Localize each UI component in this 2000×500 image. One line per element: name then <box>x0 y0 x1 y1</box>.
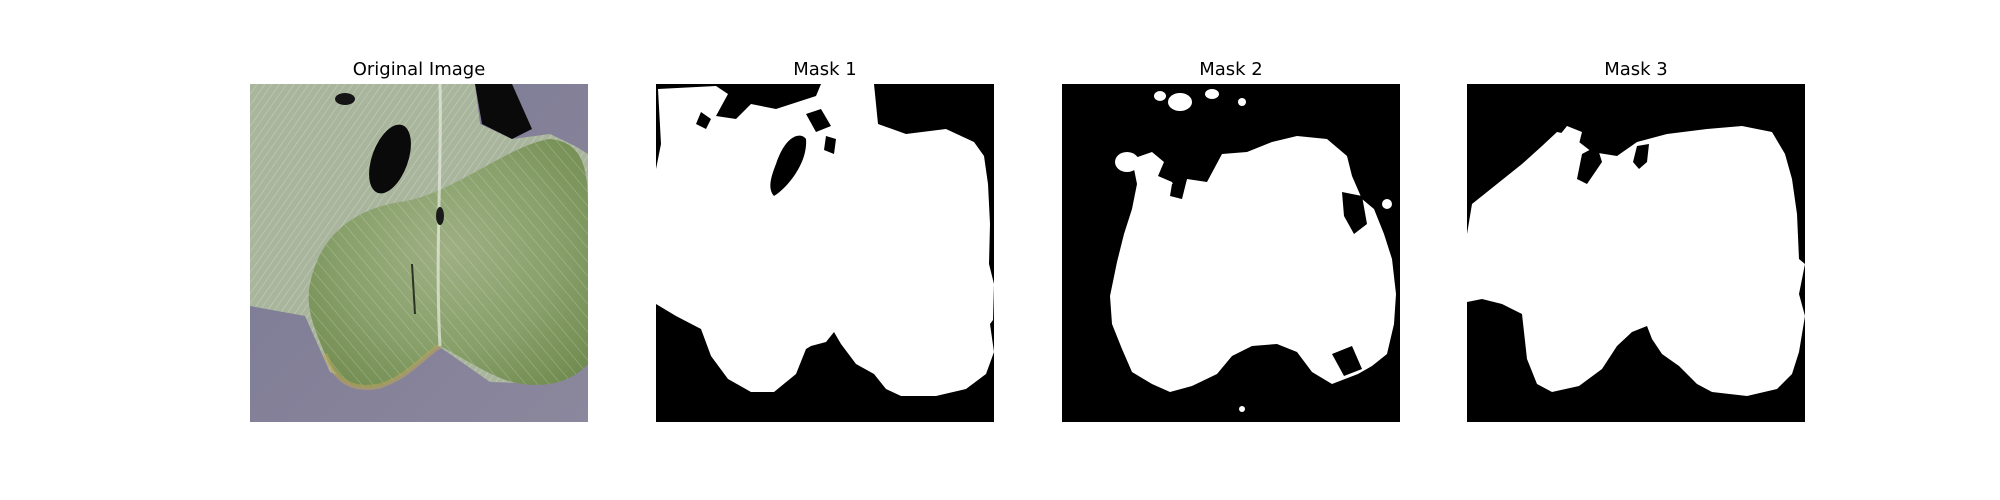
mask-1-panel <box>656 84 994 422</box>
mask-3-image <box>1467 84 1805 422</box>
mask-3-title: Mask 3 <box>1604 59 1668 80</box>
leaf-hole-large <box>369 124 411 194</box>
mask-2-region <box>1110 136 1396 392</box>
mask-1-title: Mask 1 <box>793 59 857 80</box>
original-leaf-photo <box>250 84 588 422</box>
mask-2-panel <box>1062 84 1400 422</box>
leaf-hole-top-right <box>475 84 532 139</box>
mask-1-region <box>656 84 994 396</box>
mask-2-title: Mask 2 <box>1199 59 1263 80</box>
original-image-panel <box>250 84 588 422</box>
original-image-title: Original Image <box>352 59 486 80</box>
mask-3-panel <box>1467 84 1805 422</box>
mask-1-image <box>656 84 994 422</box>
mask-3-region <box>1467 126 1805 396</box>
mask-2-image <box>1062 84 1400 422</box>
